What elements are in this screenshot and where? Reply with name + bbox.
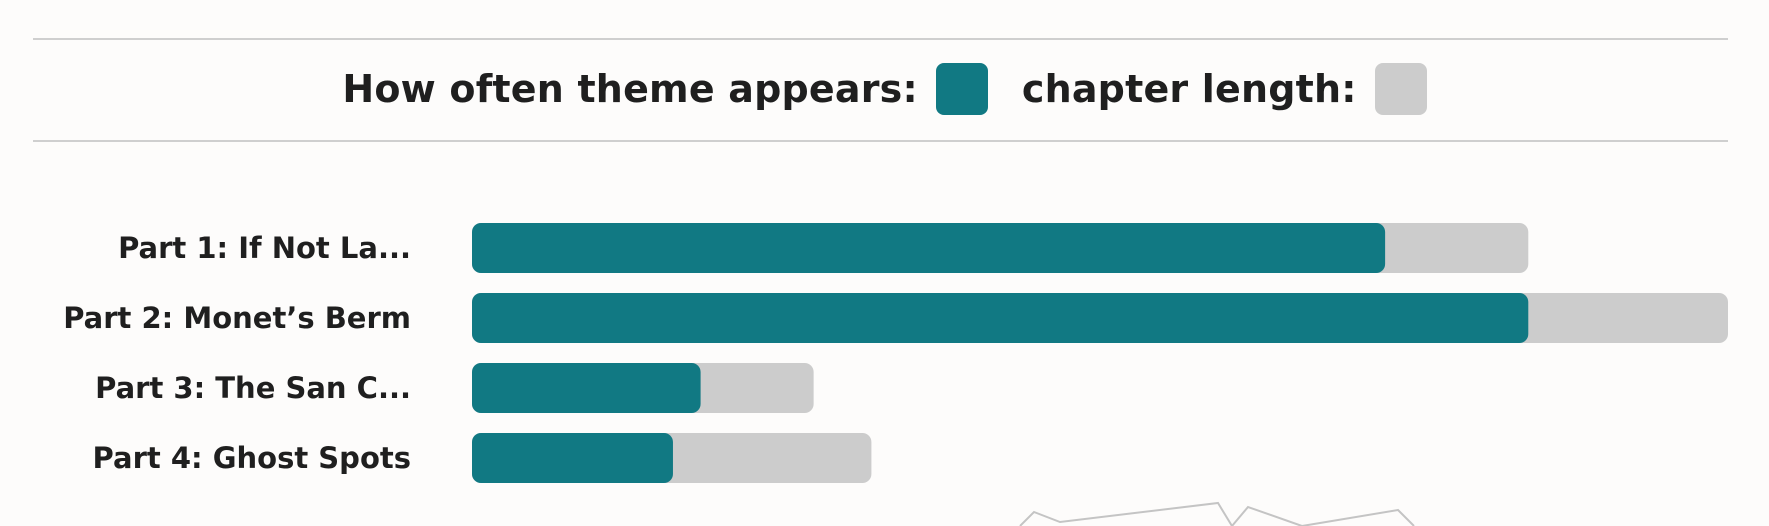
decorative-outline xyxy=(1019,501,1415,526)
legend-length-swatch xyxy=(1374,63,1427,115)
category-label: Part 3: The San C... xyxy=(95,371,411,405)
chart-legend: How often theme appears: chapter length: xyxy=(0,62,1769,116)
theme-frequency-bar xyxy=(472,223,1386,273)
legend-length-label: chapter length: xyxy=(1021,67,1357,111)
theme-frequency-bar xyxy=(472,433,673,483)
category-label: Part 1: If Not La... xyxy=(118,231,411,265)
category-label: Part 4: Ghost Spots xyxy=(93,441,411,475)
category-label: Part 2: Monet’s Berm xyxy=(63,301,411,335)
legend-top-divider xyxy=(33,38,1728,40)
legend-theme-label: How often theme appears: xyxy=(342,67,918,111)
legend-theme-swatch xyxy=(935,63,988,115)
legend-bottom-divider xyxy=(33,140,1728,142)
theme-frequency-bar xyxy=(472,293,1529,343)
theme-frequency-bar xyxy=(472,363,701,413)
